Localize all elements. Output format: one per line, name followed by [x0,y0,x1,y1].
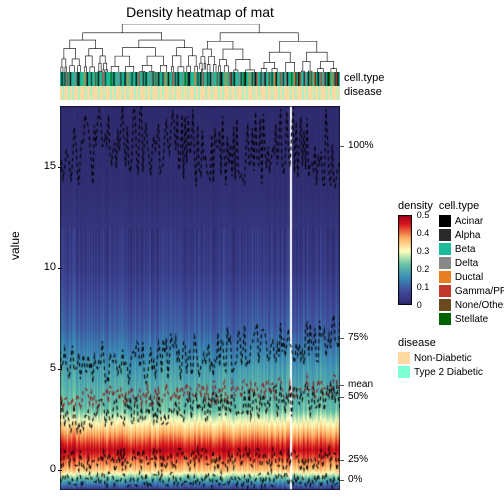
legend-disease-title: disease [398,337,502,349]
legend-item: Stellate [439,313,504,325]
y-axis-label: value [8,231,22,260]
legend-swatch [439,299,451,311]
y-axis: 0 5 10 15 [30,106,58,490]
legend-swatch [439,285,451,297]
density-tick: 0.2 [417,264,430,274]
y-tick-label: 0 [50,463,56,475]
legend-swatch [439,243,451,255]
dendrogram [60,24,340,72]
annot-label-celltype: cell.type [344,72,384,84]
legend-label: Non-Diabetic [414,353,472,364]
legend-swatch [439,257,451,269]
legend-disease: disease Non-Diabetic Type 2 Diabetic [398,337,502,378]
annot-label-disease: disease [344,86,382,98]
legend-celltype: cell.type Acinar Alpha Beta Delta Ductal Gamma… [439,200,504,327]
y-tick-label: 15 [44,160,56,172]
legend-item: Gamma/PP [439,285,504,297]
quantile-label: mean [348,379,373,390]
legend-label: None/Other [455,300,504,311]
plot-title: Density heatmap of mat [60,4,340,20]
legend-item: Type 2 Diabetic [398,366,502,378]
legend-swatch [439,229,451,241]
density-tick: 0 [417,300,422,310]
quantile-label: 25% [348,454,368,465]
legend-item: None/Other [439,299,504,311]
legend-density: density 00.10.20.30.40.5 [398,200,433,327]
quantile-label: 0% [348,474,362,485]
celltype-annotation-bar [60,72,340,86]
legend-label: Acinar [455,216,483,227]
legend-label: Alpha [455,230,481,241]
legend-item: Alpha [439,229,504,241]
legend-swatch [439,215,451,227]
density-tick: 0.4 [417,228,430,238]
legend-swatch [439,271,451,283]
legend-label: Delta [455,258,478,269]
legend-item: Beta [439,243,504,255]
plot-container: Density heatmap of mat cell.type disease… [0,0,504,504]
density-tick: 0.1 [417,282,430,292]
legend-label: Gamma/PP [455,286,504,297]
legend-item: Ductal [439,271,504,283]
y-tick-label: 10 [44,261,56,273]
quantile-label: 50% [348,391,368,402]
quantile-label: 75% [348,332,368,343]
quantile-label: 100% [348,140,374,151]
legend-swatch [398,366,410,378]
legend-label: Type 2 Diabetic [414,367,483,378]
density-tick: 0.3 [417,246,430,256]
legend-item: Non-Diabetic [398,352,502,364]
legend-item: Delta [439,257,504,269]
legend-label: Stellate [455,314,488,325]
density-heatmap [60,106,340,490]
disease-annotation-bar [60,86,340,100]
y-tick-label: 5 [50,362,56,374]
quantile-labels: 100% 75% mean50% 25% 0% [344,106,394,490]
legend-panel: density 00.10.20.30.40.5 cell.typeAcinar… [398,200,502,380]
legend-label: Ductal [455,272,483,283]
density-colorbar [398,215,412,305]
legend-item: Acinar [439,215,504,227]
legend-celltype-title: cell.type [439,200,504,212]
legend-label: Beta [455,244,476,255]
density-tick: 0.5 [417,210,430,220]
legend-swatch [439,313,451,325]
legend-swatch [398,352,410,364]
